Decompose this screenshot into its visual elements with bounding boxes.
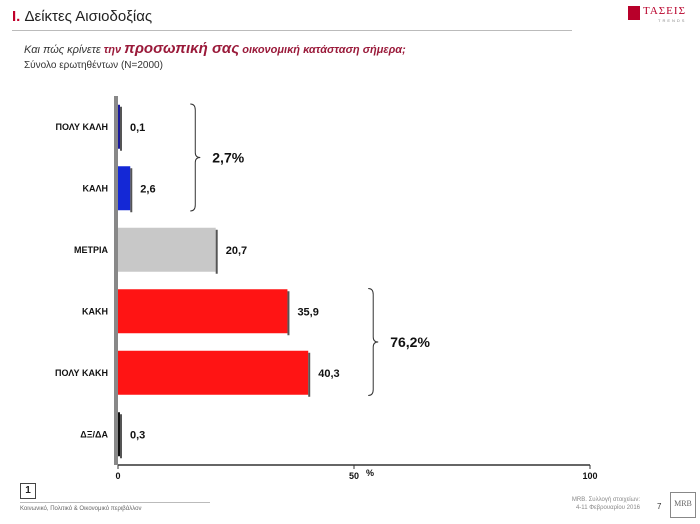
title-text: Δείκτες Αισιοδοξίας: [20, 8, 153, 25]
bar-shadow: [120, 414, 122, 459]
bar-shadow: [287, 291, 290, 336]
x-tick-label: 0: [115, 471, 120, 480]
bar: [118, 166, 131, 211]
logo-mark-icon: [628, 6, 640, 20]
y-axis-wall: [114, 96, 118, 465]
value-label: 20,7: [226, 245, 247, 257]
bar-shadow: [215, 229, 218, 274]
subtitle-mid2: οικονομική κατάσταση σήμερα;: [239, 44, 406, 56]
category-label: ΜΕΤΡΙΑ: [74, 245, 109, 255]
group-brace: [368, 288, 379, 396]
page-title: I. Δείκτες Αισιοδοξίας: [12, 8, 152, 25]
footer-source-line2: 4-11 Φεβρουαρίου 2016: [575, 505, 640, 511]
footer-source-line1: MRB. Συλλογή στοιχείων:: [571, 497, 640, 503]
group-total-label: 76,2%: [390, 334, 430, 350]
bar: [118, 104, 120, 149]
category-label: ΚΑΛΗ: [82, 183, 108, 193]
bar-shadow: [130, 168, 133, 213]
category-label: ΠΟΛΥ ΚΑΛΗ: [56, 122, 108, 132]
footer-divider: [20, 502, 210, 503]
tasis-logo: ΤΑΣΕΙΣ TRENDS: [628, 5, 692, 26]
x-tick-label: 50: [349, 471, 359, 480]
sample-size-note: Σύνολο ερωτηθέντων (N=2000): [24, 60, 163, 71]
value-label: 35,9: [297, 306, 318, 318]
value-label: 40,3: [318, 368, 339, 380]
footer-section-title: Κοινωνικό, Πολιτικό & Οικονομικό περιβάλ…: [20, 506, 142, 512]
category-label: ΚΑΚΗ: [82, 306, 108, 316]
subtitle-mid1: την: [103, 44, 125, 56]
group-brace: [190, 103, 201, 212]
subtitle-emphasis: προσωπική σας: [124, 40, 240, 57]
bar: [118, 350, 309, 395]
category-label: ΠΟΛΥ ΚΑΚΗ: [55, 368, 108, 378]
x-unit-label: %: [366, 468, 374, 478]
group-total-label: 2,7%: [212, 150, 244, 166]
value-label: 0,3: [130, 429, 145, 441]
mrb-logo: MRB: [670, 492, 696, 518]
value-label: 2,6: [140, 183, 155, 195]
bar-shadow: [308, 352, 311, 397]
x-tick-label: 100: [582, 471, 597, 480]
bar: [118, 412, 120, 457]
subtitle-pre: Και πώς κρίνετε: [24, 44, 104, 56]
page-number: 7: [657, 502, 662, 511]
category-label: ΔΞ/ΔΑ: [80, 429, 108, 439]
logo-name: ΤΑΣΕΙΣ: [643, 5, 686, 17]
value-label: 0,1: [130, 122, 145, 134]
bar: [118, 289, 288, 334]
bar-shadow: [120, 106, 122, 151]
footer-source: MRB. Συλλογή στοιχείων: 4-11 Φεβρουαρίου …: [555, 496, 640, 512]
bar-chart: 0 50 100% ΠΟΛΥ ΚΑΛΗ 0,1 ΚΑΛΗ 2,6 ΜΕΤΡΙΑ 20,7 ΚΑΚΗ…: [55, 96, 598, 480]
section-number-box: 1: [20, 483, 36, 499]
title-divider: [12, 30, 572, 31]
title-roman-numeral: I.: [12, 8, 21, 25]
logo-tagline: TRENDS: [658, 18, 687, 23]
question-subtitle: Και πώς κρίνετε την προσωπική σας οικονο…: [24, 40, 406, 57]
bar: [118, 227, 216, 272]
